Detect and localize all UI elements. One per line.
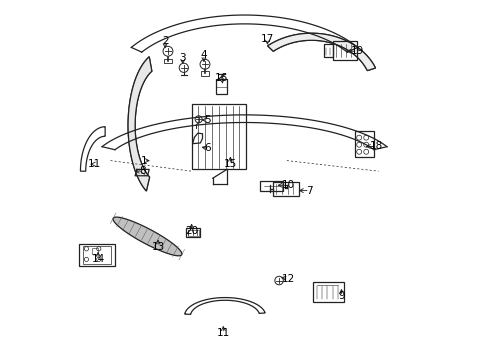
Bar [164,59,171,63]
Text: 4: 4 [200,50,207,60]
Text: 8: 8 [139,166,145,176]
Text: 1: 1 [141,156,147,166]
Bar [201,71,208,76]
Text: 3: 3 [179,53,186,63]
Text: 10: 10 [282,180,295,190]
Text: 19: 19 [350,46,363,56]
Text: 18: 18 [369,141,383,152]
Text: 2: 2 [162,36,168,46]
Text: 13: 13 [151,242,164,252]
Polygon shape [267,33,375,71]
Bar [260,181,283,191]
Text: 15: 15 [224,159,237,169]
Text: 7: 7 [306,186,312,195]
Bar [323,44,332,57]
Bar [354,131,373,157]
Polygon shape [128,57,152,191]
Bar [216,80,226,94]
Text: 6: 6 [203,143,210,153]
Bar [83,246,111,264]
Text: 9: 9 [338,292,344,301]
Text: 16: 16 [215,73,228,83]
Text: 17: 17 [260,34,273,44]
Bar [332,41,357,60]
Text: 14: 14 [91,255,104,264]
Text: 12: 12 [282,274,295,284]
Text: 11: 11 [216,328,229,338]
Bar [186,228,200,237]
Text: 11: 11 [88,159,101,169]
Text: 5: 5 [203,115,210,125]
Bar [191,104,246,170]
Polygon shape [113,217,182,256]
Bar [187,230,199,236]
Bar [92,248,98,254]
Bar [272,182,299,196]
Bar [79,243,114,266]
Text: 20: 20 [184,226,198,236]
Bar [313,282,344,302]
